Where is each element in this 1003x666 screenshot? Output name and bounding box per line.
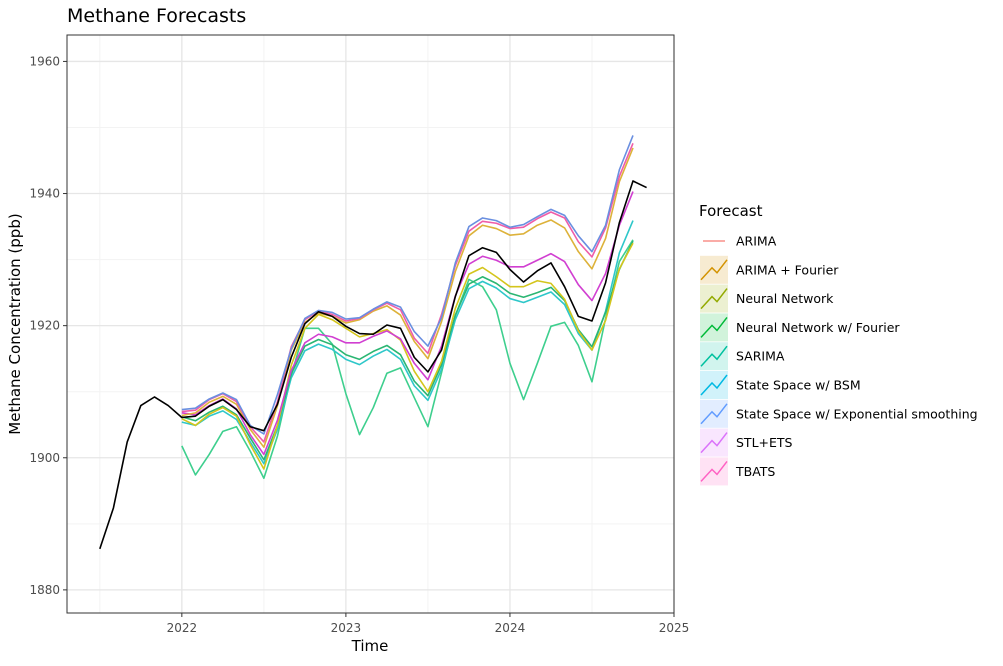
legend-key-line xyxy=(700,259,728,281)
legend-key-line xyxy=(700,288,728,310)
chart-title: Methane Forecasts xyxy=(67,5,246,27)
y-tick-label: 1900 xyxy=(29,451,60,465)
series-line xyxy=(99,180,647,550)
x-tick-label: 2023 xyxy=(331,621,362,635)
legend-item: Neural Network xyxy=(700,284,834,313)
series-line xyxy=(181,242,634,470)
legend-label: ARIMA xyxy=(736,234,777,249)
legend-label: State Space w/ Exponential smoothing xyxy=(736,406,978,421)
y-axis-label: Methane Concentration (ppb) xyxy=(6,213,24,434)
legend-title: Forecast xyxy=(699,202,763,220)
series-line xyxy=(181,239,634,480)
legend-label: SARIMA xyxy=(736,349,785,364)
legend-item: State Space w/ Exponential smoothing xyxy=(700,399,978,428)
legend-item: ARIMA xyxy=(703,234,777,249)
series-line xyxy=(181,220,634,465)
legend-label: ARIMA + Fourier xyxy=(736,262,839,277)
legend-label: State Space w/ BSM xyxy=(736,378,861,393)
legend-key-line xyxy=(700,403,728,425)
legend-item: TBATS xyxy=(700,457,775,486)
legend-label: STL+ETS xyxy=(736,435,793,450)
y-tick-label: 1960 xyxy=(29,54,60,68)
y-tick-label: 1920 xyxy=(29,319,60,333)
x-tick-label: 2022 xyxy=(167,621,198,635)
plot-background xyxy=(67,35,674,613)
legend-item: Neural Network w/ Fourier xyxy=(700,313,900,342)
legend-key-line xyxy=(700,460,728,482)
legend-label: Neural Network w/ Fourier xyxy=(736,320,900,335)
legend-item: State Space w/ BSM xyxy=(700,371,861,399)
legend-item: SARIMA xyxy=(700,342,785,371)
legend-key-line xyxy=(700,316,728,338)
series-line xyxy=(181,191,634,456)
series-line xyxy=(181,135,634,435)
x-axis-label: Time xyxy=(351,637,389,655)
legend-key-line xyxy=(700,345,728,367)
legend-key-line xyxy=(700,374,728,396)
y-tick-label: 1880 xyxy=(29,583,60,597)
legend-key-line xyxy=(700,432,728,454)
axes: 2022 2023 2024 2025 1880 1900 1920 1940 1960 xyxy=(29,54,689,635)
series-line xyxy=(181,147,634,449)
series-line xyxy=(181,143,634,443)
x-tick-label: 2025 xyxy=(659,621,690,635)
series-line xyxy=(181,240,634,461)
series-lines xyxy=(99,135,647,550)
legend-item: STL+ETS xyxy=(700,428,793,457)
legend-label: Neural Network xyxy=(736,291,834,306)
legend: Forecast ARIMA ARIMA + Fourier Neural Netw… xyxy=(699,202,978,486)
legend-label: TBATS xyxy=(735,464,775,479)
plot-border xyxy=(66,34,675,614)
y-tick-label: 1940 xyxy=(29,187,60,201)
legend-item: ARIMA + Fourier xyxy=(700,255,839,284)
x-tick-label: 2024 xyxy=(495,621,526,635)
